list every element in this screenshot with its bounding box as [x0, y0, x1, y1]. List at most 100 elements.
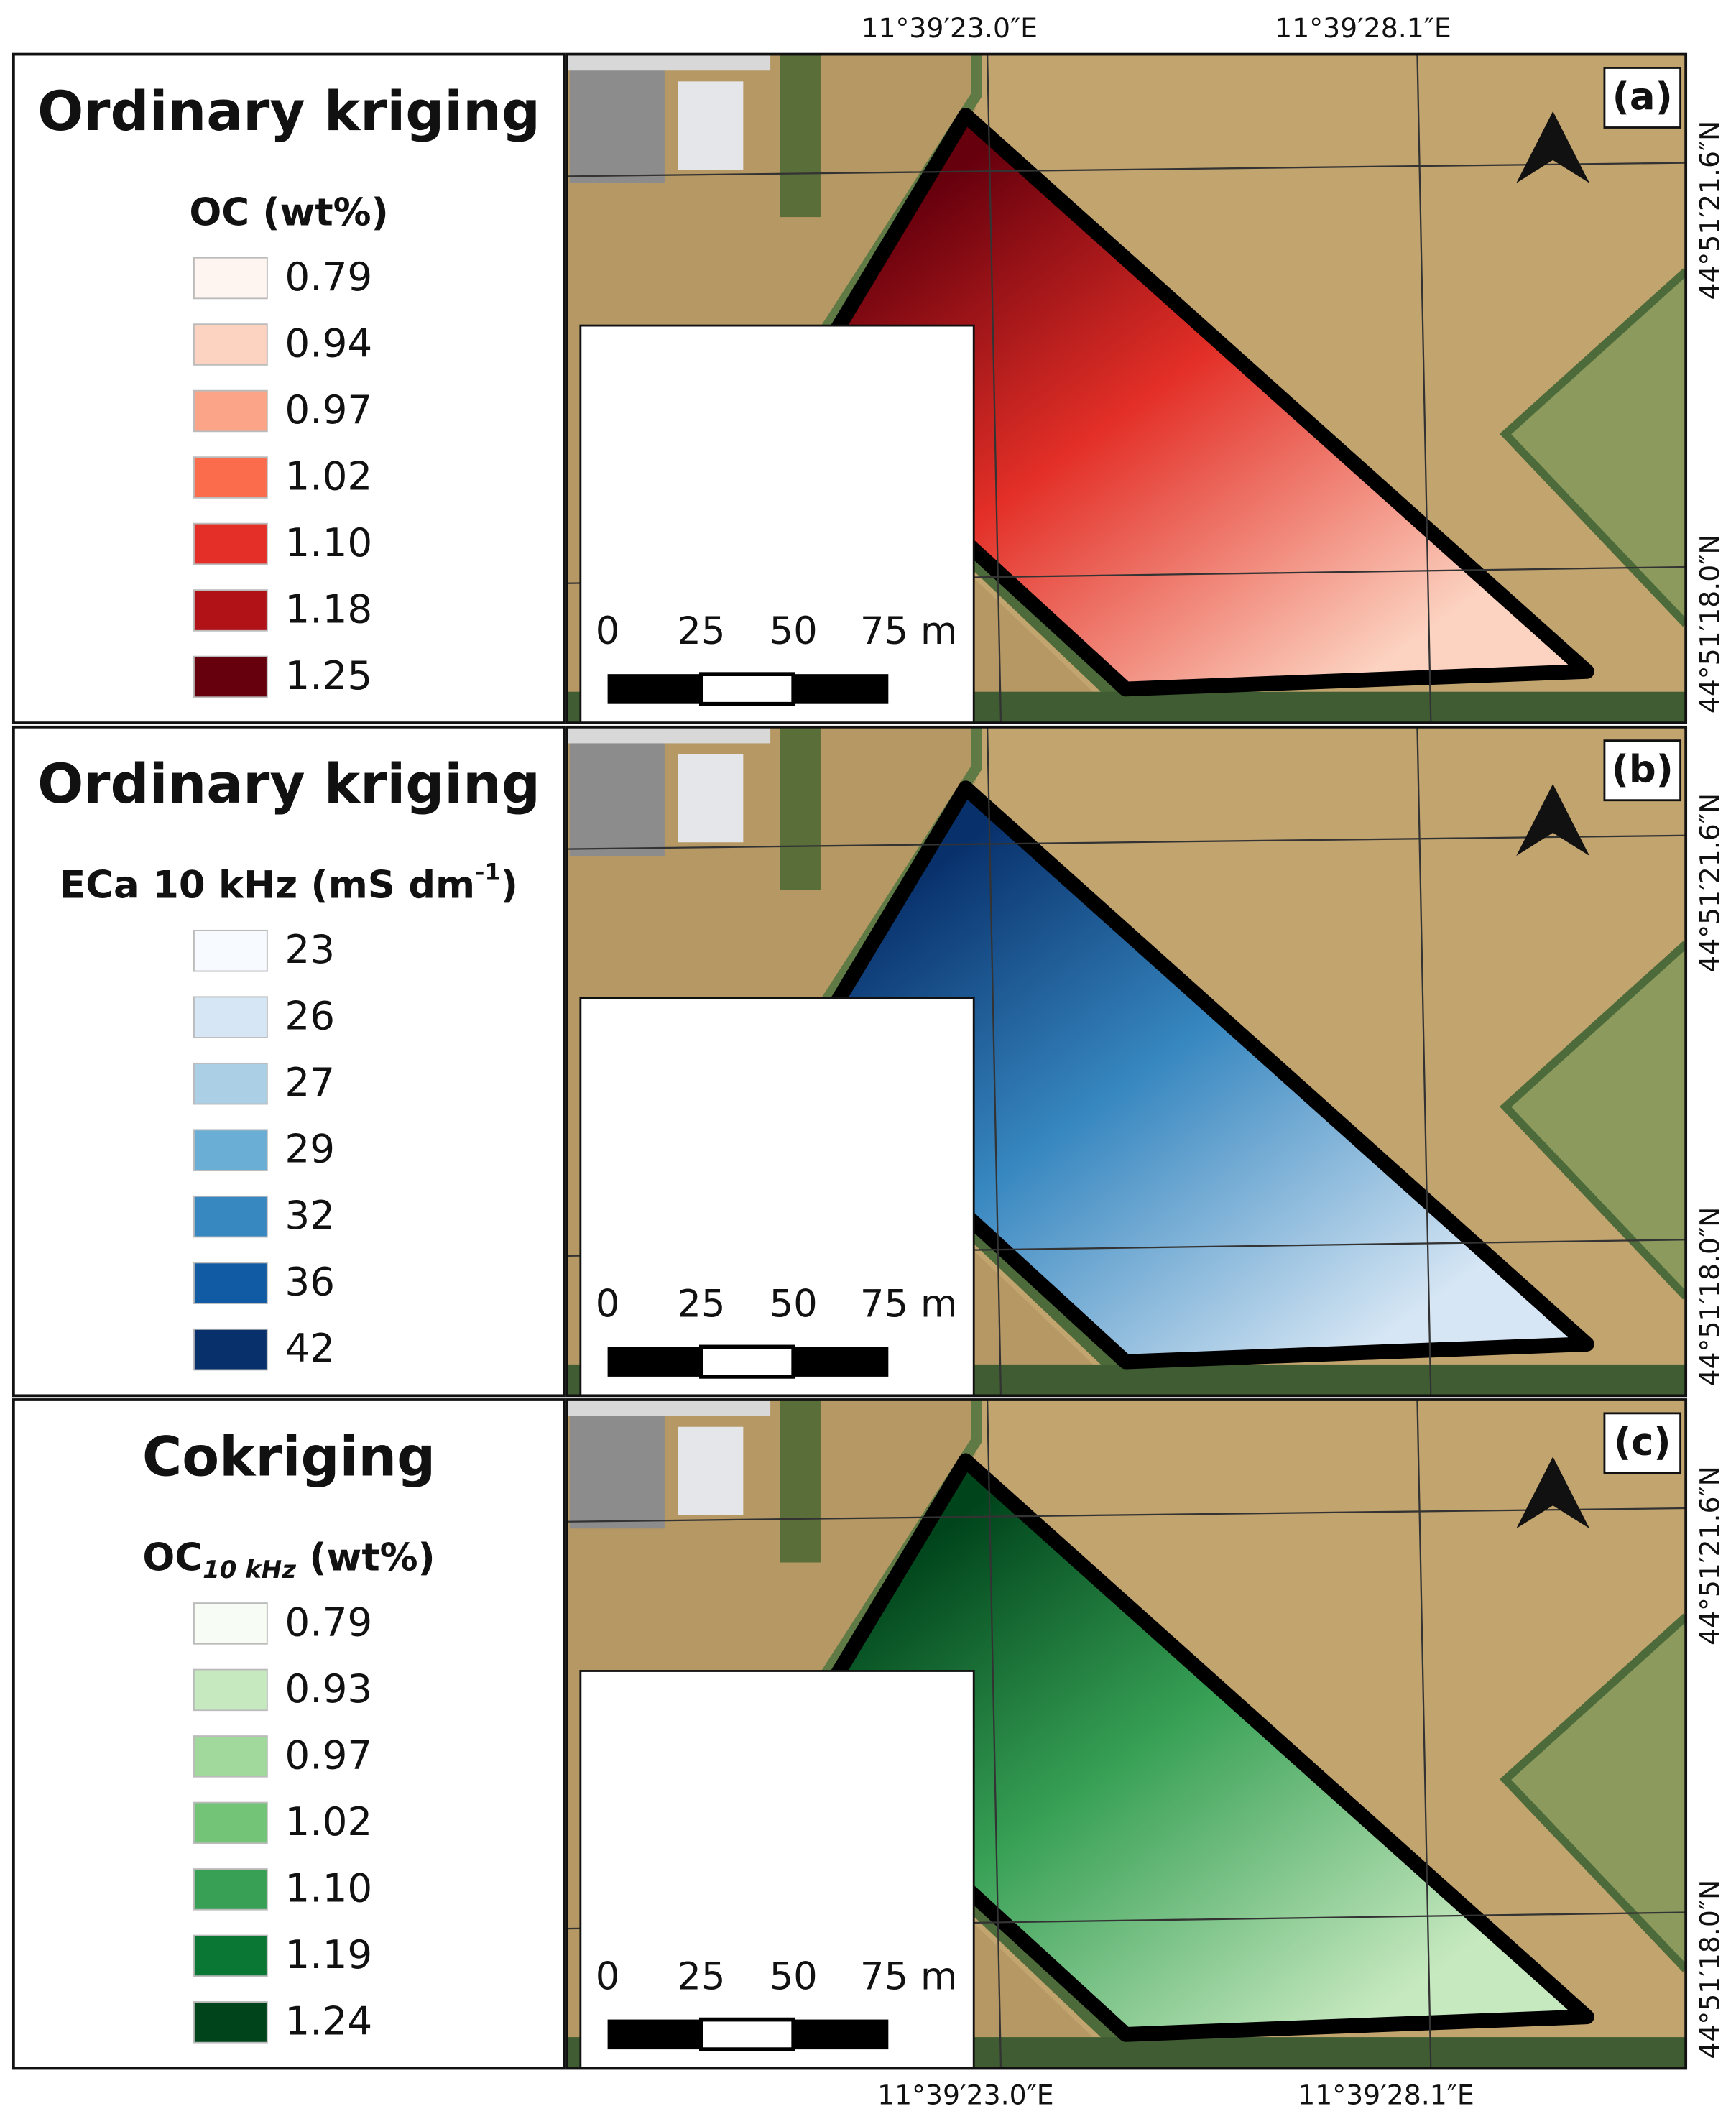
- graticule-line: [566, 834, 1686, 850]
- legend-swatch: [193, 1262, 268, 1304]
- latitude-label: 44°51′21.6″N: [1694, 121, 1726, 300]
- building: [678, 81, 744, 170]
- map-frame: [565, 725, 1688, 1398]
- scale-segment: [607, 674, 701, 704]
- legend-label: 1.02: [285, 1799, 372, 1844]
- legend-swatch: [193, 655, 268, 698]
- legend-swatch: [193, 1195, 268, 1238]
- legend-label: 1.10: [285, 520, 372, 565]
- north-arrow: [1516, 111, 1590, 183]
- scale-label: 75 m: [860, 1955, 958, 1999]
- legend-label: 0.79: [285, 1599, 372, 1645]
- grass-edge: [1500, 1613, 1686, 1972]
- bottom-longitude-label: 11°39′28.1″E: [1298, 2079, 1474, 2111]
- grass-corner: [1505, 1616, 1686, 1970]
- legend-swatch: [193, 1328, 268, 1371]
- legend-swatch: [193, 257, 268, 300]
- scale-label: 0: [596, 1282, 620, 1326]
- legend-title-tail: (wt%): [296, 1536, 435, 1579]
- graticule-line: [986, 726, 1002, 1396]
- scale-segment: [607, 2019, 701, 2050]
- legend-swatch: [193, 1801, 268, 1844]
- legend-label: 1.25: [285, 652, 372, 698]
- trees: [780, 726, 821, 890]
- scale-label: 25: [677, 1955, 725, 1999]
- legend-label: 0.97: [285, 1732, 372, 1778]
- yard: [566, 726, 771, 744]
- grass-edge: [1500, 268, 1686, 627]
- latitude-label: 44°51′18.0″N: [1694, 534, 1726, 714]
- legend-label: 27: [285, 1059, 335, 1105]
- legend-label: 0.79: [285, 254, 372, 300]
- top-longitude-label: 11°39′23.0″E: [861, 12, 1038, 44]
- grass-edge: [1500, 941, 1686, 1300]
- legend-label: 32: [285, 1192, 335, 1238]
- scale-segment: [699, 672, 796, 706]
- scale-segment: [699, 2017, 796, 2051]
- legend-frame: [11, 52, 566, 725]
- legend-title: OC (wt%): [189, 190, 388, 234]
- legend-label: 1.18: [285, 586, 372, 632]
- yard: [566, 1399, 771, 1416]
- legend-swatch: [193, 522, 268, 565]
- legend-swatch: [193, 323, 268, 366]
- scale-segment: [699, 1344, 796, 1379]
- legend-swatch: [193, 456, 268, 499]
- legend-label: 23: [285, 926, 335, 972]
- building: [569, 740, 665, 856]
- yard: [566, 54, 771, 71]
- panel-label-box: [1603, 1412, 1682, 1474]
- legend-swatch: [193, 929, 268, 972]
- legend-label: 29: [285, 1126, 335, 1172]
- latitude-label: 44°51′21.6″N: [1694, 1466, 1726, 1645]
- trees: [780, 1399, 821, 1563]
- latitude-label: 44°51′18.0″N: [1694, 1207, 1726, 1387]
- legend-label: 0.93: [285, 1666, 372, 1712]
- panel-label-box: [1603, 67, 1682, 129]
- legend-label: 0.94: [285, 320, 372, 366]
- hedge-line: [779, 54, 982, 397]
- legend-swatch: [193, 1735, 268, 1778]
- legend-frame: [11, 725, 566, 1398]
- legend-swatch: [193, 2001, 268, 2044]
- scale-label: 25: [677, 1282, 725, 1326]
- map-frame: [565, 1398, 1688, 2070]
- building: [569, 1413, 665, 1529]
- top-longitude-label: 11°39′28.1″E: [1275, 12, 1451, 44]
- panel-label: (b): [1612, 748, 1673, 792]
- legend-title: OC10 kHz (wt%): [142, 1536, 435, 1584]
- panel-label: (a): [1612, 75, 1673, 119]
- scale-label: 0: [596, 1955, 620, 1999]
- scale-label: 50: [770, 609, 818, 653]
- building: [569, 68, 665, 183]
- panel-label-box: [1603, 739, 1682, 802]
- legend-title: ECa 10 kHz (mS dm-1): [60, 859, 518, 908]
- panel-label: (c): [1614, 1421, 1671, 1464]
- legend-label: 1.10: [285, 1865, 372, 1911]
- legend-swatch: [193, 1868, 268, 1911]
- method-title: Cokriging: [142, 1425, 435, 1488]
- north-arrow: [1516, 1456, 1590, 1529]
- scale-label: 75 m: [860, 609, 958, 653]
- legend-label: 0.97: [285, 387, 372, 433]
- panel: Ordinary kriging OC (wt%) 0.79 0.94 0.97 1.02…: [11, 52, 1726, 725]
- map-frame: [565, 52, 1688, 725]
- legend-title-superscript: -1: [475, 859, 501, 886]
- graticule-line: [566, 162, 1686, 177]
- legend-title-text: ECa 10 kHz (mS dm: [60, 863, 475, 907]
- legend-title-text: OC: [142, 1536, 203, 1579]
- legend-title-subscript: 10 kHz: [203, 1555, 296, 1584]
- legend-swatch: [193, 389, 268, 433]
- scale-box: [579, 1670, 975, 2069]
- graticule-line: [566, 1507, 1686, 1523]
- legend-label: 26: [285, 993, 335, 1039]
- scale-box: [579, 997, 975, 1397]
- scale-label: 75 m: [860, 1282, 958, 1326]
- legend-title-text: OC (wt%): [189, 190, 388, 234]
- trees: [780, 54, 821, 218]
- method-title: Ordinary kriging: [37, 80, 540, 143]
- scale-segment: [607, 1347, 701, 1377]
- legend-frame: [11, 1398, 566, 2070]
